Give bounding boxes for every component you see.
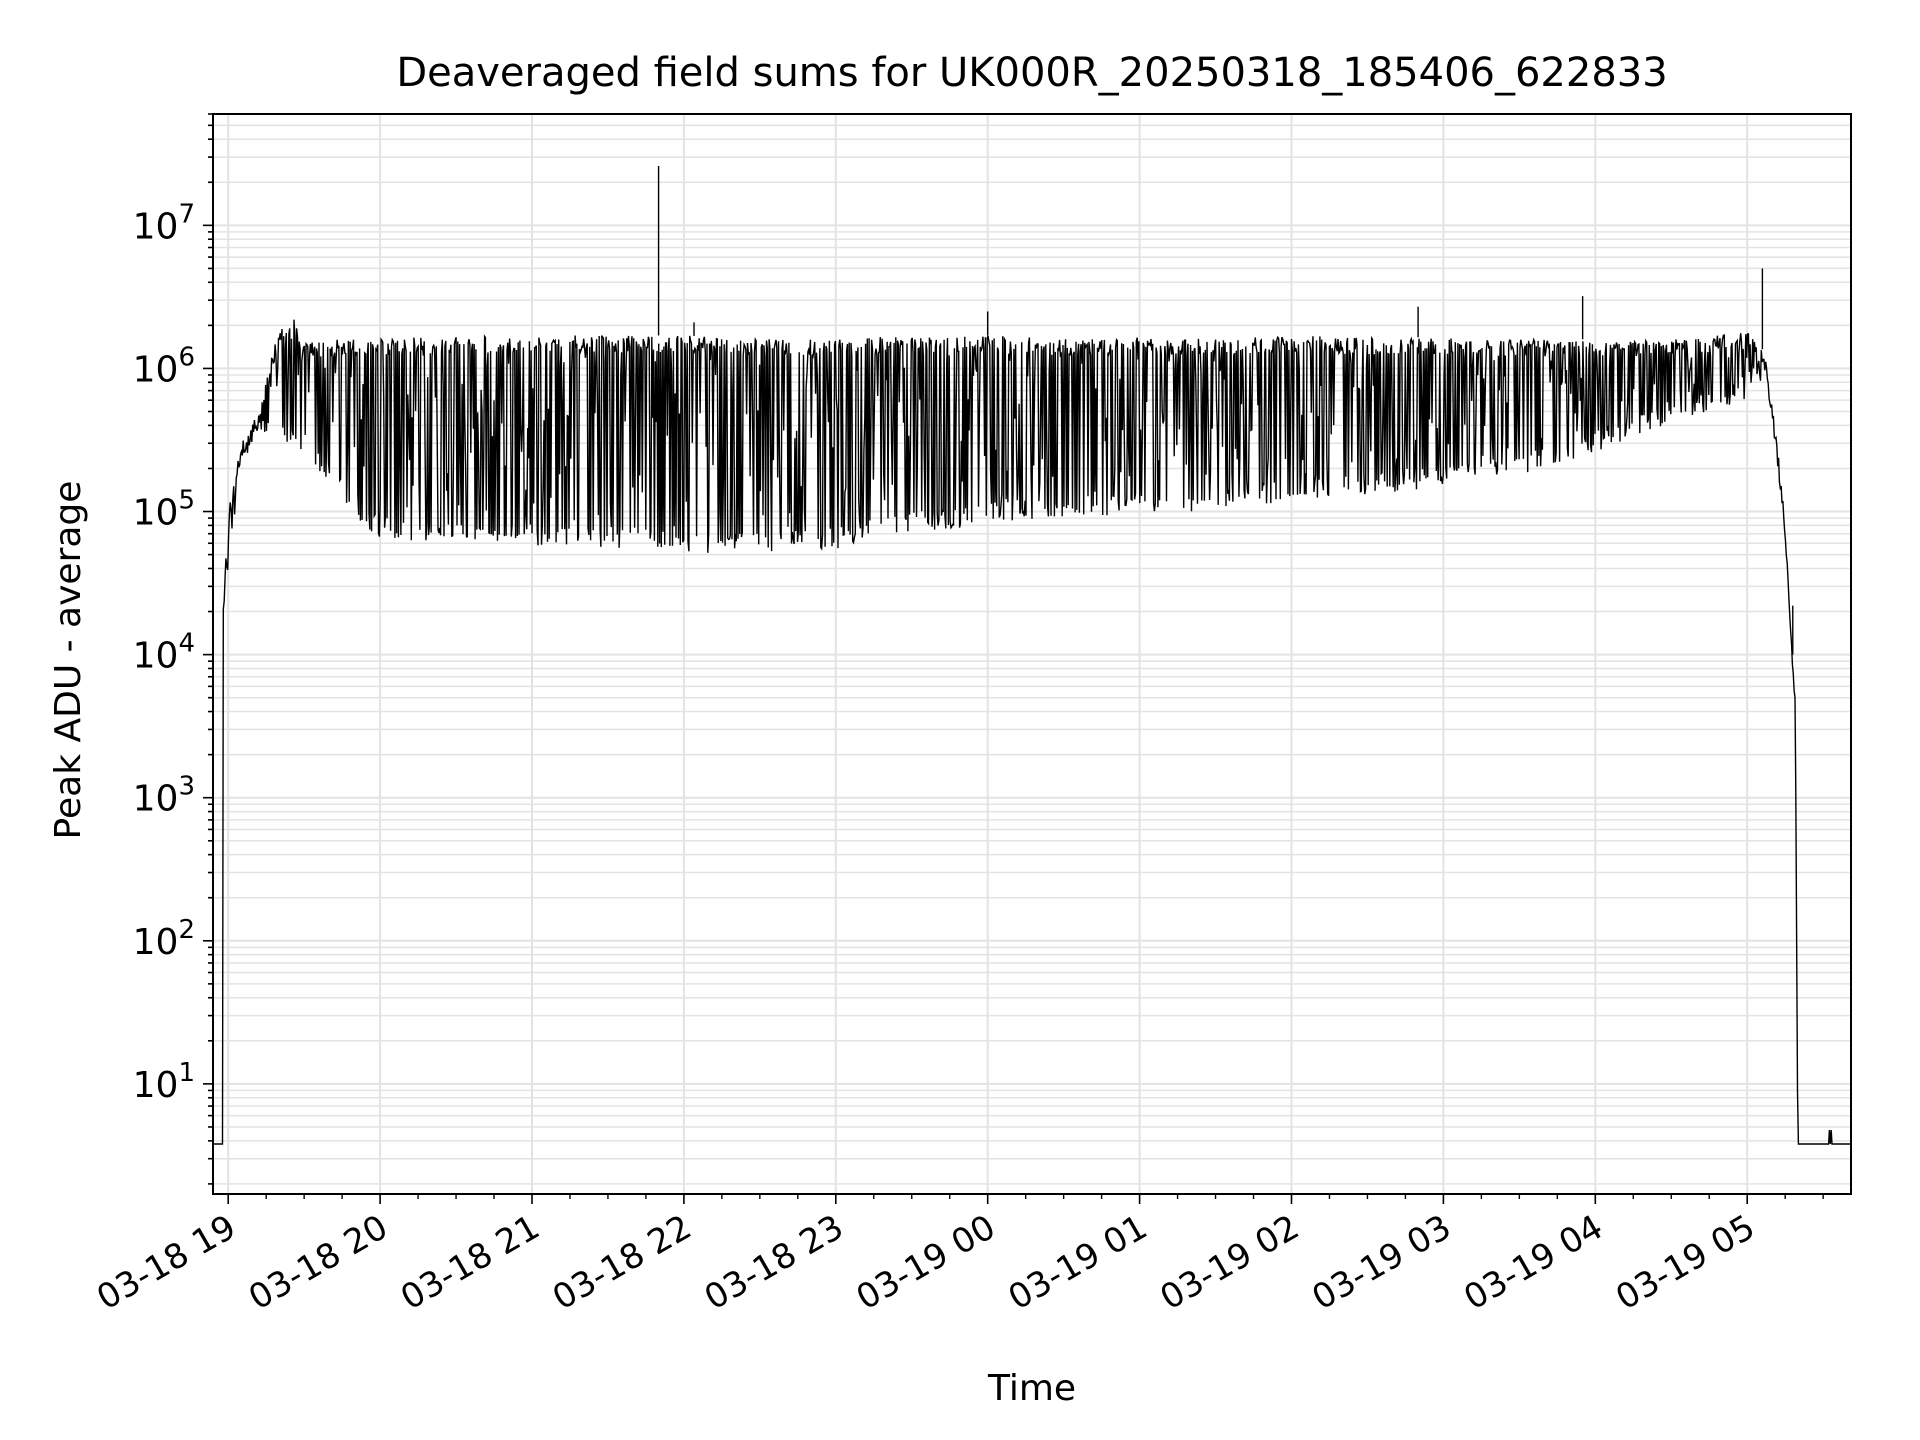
y-tick-label: 107: [133, 199, 195, 247]
y-axis-label: Peak ADU - average: [48, 481, 89, 840]
y-tick-label: 106: [133, 342, 195, 390]
chart-title: Deaveraged field sums for UK000R_2025031…: [396, 50, 1667, 96]
y-axis-ticks: 101 102 103 104 105 106 107: [133, 113, 213, 1185]
grid: [213, 113, 1851, 1194]
y-tick-label: 104: [133, 629, 195, 677]
y-tick-label: 101: [133, 1058, 195, 1106]
series-area: [213, 165, 1851, 1145]
series-line: [213, 319, 1851, 1145]
y-tick-label: 103: [133, 772, 195, 820]
y-tick-label: 102: [133, 915, 195, 963]
y-tick-label: 105: [133, 486, 195, 534]
x-axis-label: Time: [987, 1368, 1076, 1409]
